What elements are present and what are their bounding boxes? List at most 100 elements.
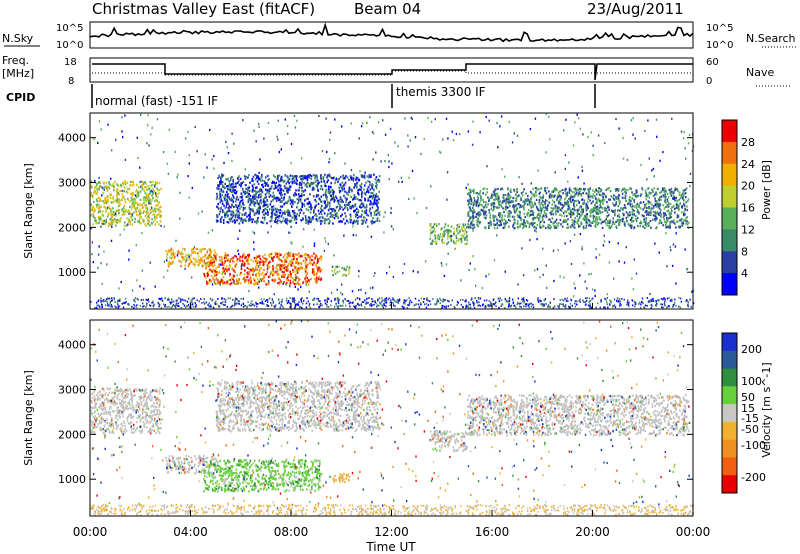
echo-cell bbox=[449, 236, 452, 239]
echo-cell bbox=[271, 215, 273, 218]
echo-cell bbox=[155, 204, 157, 207]
echo-cell bbox=[511, 141, 514, 144]
echo-cell bbox=[290, 264, 293, 267]
echo-cell bbox=[238, 278, 240, 281]
echo-cell bbox=[320, 255, 323, 258]
echo-cell bbox=[469, 226, 472, 229]
echo-cell bbox=[360, 206, 362, 209]
echo-cell bbox=[282, 282, 284, 285]
echo-cell bbox=[640, 163, 642, 167]
echo-cell bbox=[516, 207, 518, 211]
echo-cell bbox=[551, 190, 553, 193]
echo-cell bbox=[587, 188, 589, 191]
echo-cell bbox=[411, 169, 414, 172]
echo-cell bbox=[440, 228, 442, 231]
echo-cell bbox=[647, 119, 649, 122]
echo-cell bbox=[141, 218, 144, 221]
echo-cell bbox=[327, 179, 329, 182]
echo-cell bbox=[585, 221, 588, 224]
echo-cell bbox=[124, 201, 127, 204]
echo-cell bbox=[299, 254, 302, 258]
echo-cell bbox=[256, 186, 258, 189]
echo-cell bbox=[664, 220, 666, 223]
echo-cell bbox=[222, 221, 225, 224]
echo-cell bbox=[184, 267, 186, 270]
echo-cell bbox=[597, 208, 599, 211]
echo-cell bbox=[563, 220, 565, 223]
echo-cell bbox=[666, 216, 668, 219]
echo-cell bbox=[329, 199, 332, 202]
echo-cell bbox=[315, 215, 318, 218]
echo-cell bbox=[557, 224, 559, 227]
echo-cell bbox=[659, 211, 661, 214]
echo-cell bbox=[467, 130, 470, 133]
echo-cell bbox=[378, 198, 380, 201]
echo-cell bbox=[374, 178, 377, 181]
echo-cell bbox=[345, 215, 347, 218]
echo-cell bbox=[130, 207, 133, 210]
echo-cell bbox=[149, 211, 152, 214]
echo-cell bbox=[286, 256, 288, 259]
echo-cell bbox=[97, 216, 100, 219]
echo-cell bbox=[545, 151, 547, 154]
echo-cell bbox=[106, 263, 108, 266]
echo-cell bbox=[124, 221, 126, 224]
echo-cell bbox=[195, 247, 197, 250]
echo-cell bbox=[282, 220, 284, 223]
echo-cell bbox=[219, 259, 221, 262]
echo-cell bbox=[597, 191, 600, 194]
echo-cell bbox=[292, 253, 295, 256]
echo-cell bbox=[287, 251, 290, 254]
echo-cell bbox=[171, 261, 174, 264]
echo-cell bbox=[189, 259, 192, 262]
echo-cell bbox=[486, 206, 488, 209]
echo-cell bbox=[226, 257, 229, 260]
echo-cell bbox=[139, 210, 141, 213]
echo-cell bbox=[655, 227, 657, 230]
echo-cell bbox=[471, 143, 474, 146]
echo-cell bbox=[455, 132, 458, 136]
echo-cell bbox=[306, 179, 309, 182]
echo-cell bbox=[329, 190, 332, 193]
echo-cell bbox=[654, 242, 656, 245]
echo-cell bbox=[129, 200, 131, 203]
echo-cell bbox=[452, 240, 455, 243]
echo-cell bbox=[263, 202, 265, 205]
echo-cell bbox=[358, 270, 360, 273]
echo-cell bbox=[567, 204, 570, 208]
echo-cell bbox=[208, 282, 210, 285]
echo-cell bbox=[362, 205, 364, 208]
echo-cell bbox=[184, 137, 187, 140]
echo-cell bbox=[546, 187, 549, 190]
echo-cell bbox=[656, 193, 658, 196]
echo-cell bbox=[574, 200, 576, 203]
echo-cell bbox=[280, 281, 282, 284]
echo-cell bbox=[98, 187, 100, 190]
echo-cell bbox=[450, 225, 453, 228]
echo-cell bbox=[583, 227, 585, 230]
echo-cell bbox=[279, 205, 282, 208]
echo-cell bbox=[217, 207, 220, 210]
echo-cell bbox=[298, 214, 300, 217]
echo-cell bbox=[464, 227, 466, 231]
echo-cell bbox=[496, 121, 498, 125]
echo-cell bbox=[580, 221, 582, 224]
echo-cell bbox=[129, 223, 132, 226]
echo-cell bbox=[444, 223, 447, 226]
echo-cell bbox=[256, 278, 259, 281]
echo-cell bbox=[289, 302, 292, 305]
echo-cell bbox=[126, 210, 129, 213]
echo-cell bbox=[253, 279, 256, 282]
echo-cell bbox=[295, 282, 297, 286]
echo-cell bbox=[305, 198, 308, 201]
echo-cell bbox=[632, 220, 635, 223]
echo-cell bbox=[676, 214, 679, 217]
echo-cell bbox=[625, 189, 627, 192]
echo-cell bbox=[100, 199, 102, 202]
echo-cell bbox=[473, 208, 475, 212]
echo-cell bbox=[273, 196, 276, 199]
echo-cell bbox=[361, 122, 364, 125]
echo-cell bbox=[629, 218, 632, 222]
echo-cell bbox=[683, 213, 685, 216]
echo-cell bbox=[472, 229, 474, 232]
